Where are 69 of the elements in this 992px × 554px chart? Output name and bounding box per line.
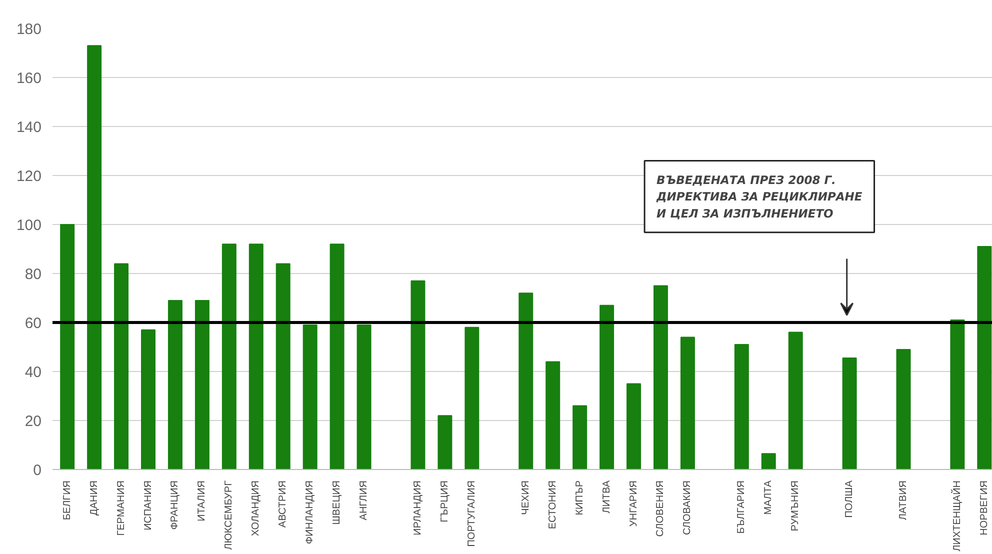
- bar: [600, 304, 614, 470]
- x-tick-label: СЛОВАКИЯ: [682, 480, 694, 535]
- y-tick-label: 180: [16, 21, 42, 38]
- x-tick-label: ФРАНЦИЯ: [170, 480, 181, 530]
- y-tick-label: 80: [24, 266, 42, 283]
- y-tick-label: 20: [24, 413, 42, 430]
- bar: [734, 344, 749, 470]
- bar: [60, 224, 75, 470]
- x-tick-label: ИСПАНИЯ: [142, 480, 154, 530]
- y-tick-label: 140: [16, 119, 42, 136]
- bar: [302, 324, 318, 470]
- y-tick-label: 160: [16, 70, 42, 87]
- bar: [788, 332, 803, 470]
- y-tick-label: 120: [16, 168, 42, 185]
- x-tick-label: ЛАТВИЯ: [898, 480, 909, 520]
- bar: [842, 358, 857, 470]
- x-tick-label: ФИНЛАНДИЯ: [304, 480, 316, 544]
- x-tick-label: КИПЪР: [574, 480, 586, 516]
- x-tick-label: ДАНИЯ: [88, 480, 100, 516]
- x-tick-label: ИТАЛИЯ: [196, 480, 208, 522]
- bar: [330, 244, 344, 470]
- x-tick-label: БЪЛГАРИЯ: [736, 480, 748, 534]
- x-tick-label: УНГАРИЯ: [628, 480, 640, 527]
- bar: [896, 348, 911, 470]
- x-tick-label: РУМЪНИЯ: [790, 480, 802, 532]
- x-tick-label: ИРЛАНДИЯ: [412, 480, 424, 536]
- x-tick-label: БЕЛГИЯ: [62, 480, 73, 520]
- annotation: ВЪВЕДЕНАТА ПРЕЗ 2008 Г. ДИРЕКТИВА ЗА РЕЦИКЛИРАНЕ И ЦЕЛ ЗА ИЗПЪЛНЕНИЕТО: [656, 172, 862, 220]
- x-tick-label: АНГЛИЯ: [358, 480, 370, 520]
- x-tick-label: ХОЛАНДИЯ: [250, 480, 262, 536]
- bar: [438, 415, 452, 470]
- bar: [950, 320, 965, 470]
- bar: [546, 361, 560, 470]
- y-tick-label: 0: [33, 462, 42, 479]
- bar: [572, 405, 588, 470]
- x-tick-label: ГЪРЦИЯ: [439, 480, 450, 522]
- bar: [141, 329, 156, 470]
- bar: [410, 280, 426, 470]
- bar: [222, 244, 236, 470]
- y-tick-label: 40: [24, 364, 42, 381]
- x-tick-label: ШВЕЦИЯ: [332, 480, 343, 525]
- bar: [653, 285, 668, 470]
- bar: [87, 45, 102, 470]
- bar: [194, 300, 210, 470]
- bar: [276, 263, 290, 470]
- y-tick-label: 100: [16, 217, 42, 234]
- y-tick-label: 60: [24, 315, 42, 332]
- bar: [680, 336, 695, 470]
- bar: [518, 292, 534, 470]
- bar: [761, 453, 776, 470]
- bar: [114, 263, 129, 470]
- x-tick-label: ЛИТВА: [601, 480, 612, 514]
- x-tick-label: ЕСТОНИЯ: [547, 480, 558, 530]
- x-tick-label: ГЕРМАНИЯ: [116, 480, 127, 536]
- bar: [626, 383, 642, 470]
- bar: [168, 300, 182, 470]
- x-tick-label: ЧЕХИЯ: [520, 480, 532, 515]
- bar: [248, 244, 264, 470]
- x-tick-label: ПОЛША: [844, 480, 856, 518]
- x-tick-label: СЛОВЕНИЯ: [655, 480, 666, 537]
- x-tick-label: ЛЮКСЕМБУРГ: [224, 480, 235, 550]
- bar: [356, 324, 372, 470]
- x-tick-label: НОРВЕГИЯ: [978, 480, 990, 536]
- bar: [977, 246, 992, 470]
- x-tick-label: ПОРТУГАЛИЯ: [466, 480, 478, 547]
- x-tick-label: АВСТРИЯ: [278, 480, 289, 528]
- x-tick-label: ЛИХТЕНЩАЙН: [950, 480, 963, 552]
- x-tick-label: МАЛТА: [763, 480, 774, 515]
- bar: [464, 326, 480, 470]
